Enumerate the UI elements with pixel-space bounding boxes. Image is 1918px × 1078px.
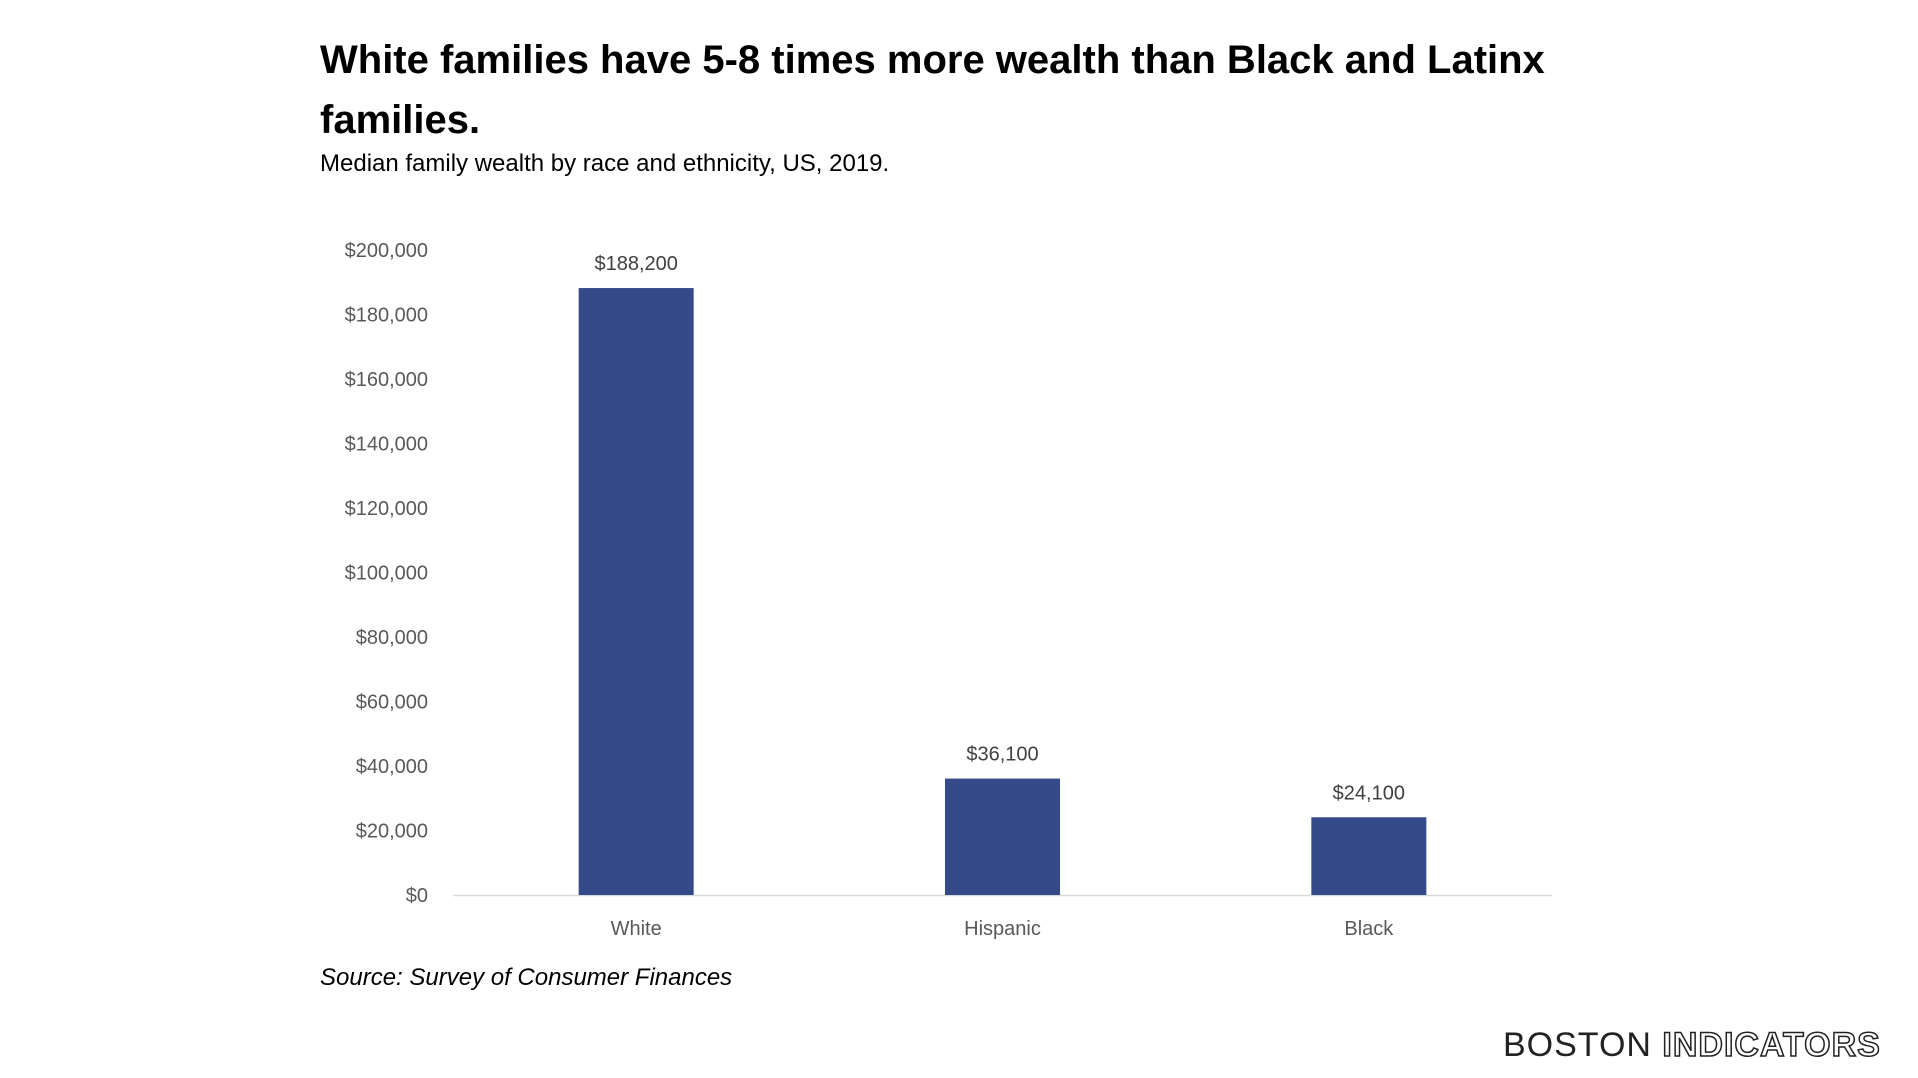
- chart-title: White families have 5-8 times more wealt…: [320, 38, 1545, 142]
- y-tick-label: $160,000: [345, 369, 428, 391]
- y-tick-label: $120,000: [345, 498, 428, 520]
- bar-black: [1311, 817, 1427, 895]
- x-tick-label: Hispanic: [964, 918, 1041, 940]
- boston-indicators-logo: BOSTON INDICATORS: [1503, 1025, 1881, 1065]
- logo-word-boston: BOSTON: [1503, 1026, 1652, 1064]
- logo-word-indicators: INDICATORS: [1662, 1025, 1881, 1065]
- data-label: $188,200: [594, 253, 677, 275]
- data-label: $24,100: [1333, 782, 1405, 804]
- data-label: $36,100: [966, 744, 1038, 766]
- y-tick-label: $180,000: [345, 305, 428, 327]
- y-tick-label: $20,000: [356, 821, 428, 843]
- y-tick-label: $80,000: [356, 627, 428, 649]
- y-tick-label: $200,000: [345, 240, 428, 262]
- y-tick-label: $40,000: [356, 756, 428, 778]
- bar-hispanic: [945, 778, 1060, 895]
- y-tick-label: $100,000: [345, 563, 428, 585]
- bar-white: [578, 288, 694, 895]
- x-tick-label: White: [611, 918, 662, 940]
- x-tick-label: Black: [1344, 918, 1394, 940]
- chart-subtitle: Median family wealth by race and ethnici…: [320, 150, 890, 177]
- source-note: Source: Survey of Consumer Finances: [320, 964, 733, 991]
- y-tick-label: $0: [406, 885, 428, 907]
- y-tick-label: $140,000: [345, 434, 428, 456]
- y-tick-label: $60,000: [356, 692, 428, 714]
